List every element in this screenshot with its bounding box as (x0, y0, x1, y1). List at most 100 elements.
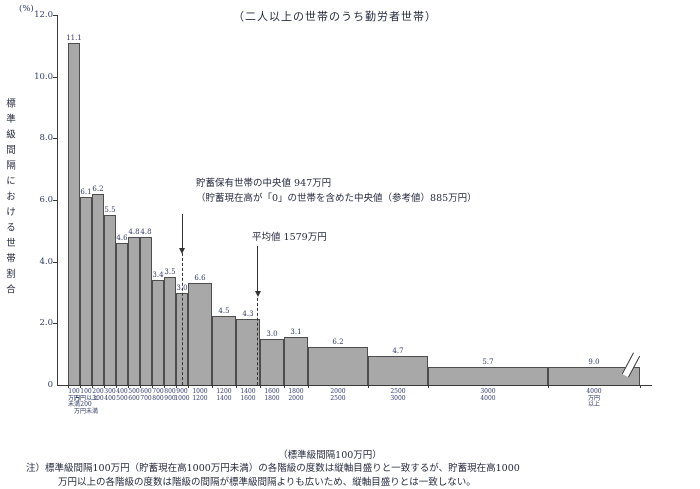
x-tick-label: 1400 1600 (240, 388, 256, 402)
x-tick-label: 2500 3000 (390, 388, 406, 402)
x-tick-label: 1800 2000 (288, 388, 304, 402)
x-tick-label: 500 600 (128, 388, 140, 402)
median-arrow-head (179, 248, 186, 254)
bar-15 (308, 346, 368, 385)
bar-value-label: 6.2 (92, 184, 104, 193)
bar-value-label: 4.7 (392, 347, 404, 356)
bar-12 (236, 318, 260, 385)
bar-value-label: 4.8 (128, 228, 140, 236)
x-tick-mark (152, 385, 153, 388)
bar-value-label: 4.6 (116, 234, 128, 243)
x-tick-mark (128, 385, 129, 388)
y-tick-label: 8.0 (39, 133, 53, 144)
bar-3 (104, 215, 116, 385)
bar-value-label: 3.4 (152, 271, 164, 280)
chart-title: （二人以上の世帯のうち勤労者世帯） (233, 10, 437, 23)
y-tick-label: 0 (47, 380, 53, 390)
bar-value-label: 6.6 (194, 274, 206, 283)
bar-0 (68, 42, 80, 385)
x-tick-mark (92, 385, 93, 388)
y-axis-unit-label: (%) (19, 4, 34, 14)
mean-annotation: 平均値 1579万円 (252, 232, 327, 243)
bar-2 (92, 193, 104, 385)
y-tick-mark (53, 261, 57, 263)
x-tick-mark (368, 385, 369, 388)
bar-value-label: 6.1 (80, 187, 92, 196)
x-tick-mark (284, 385, 285, 388)
x-tick-mark (308, 385, 309, 388)
x-tick-mark (80, 385, 81, 388)
x-tick-label: 800 900 (164, 388, 176, 402)
x-tick-label: 1600 1800 (264, 388, 280, 402)
bar-18 (548, 366, 640, 385)
x-tick-label: 100 万円 未満 (67, 388, 81, 408)
y-tick-label: 6.0 (39, 195, 53, 205)
y-axis-line (57, 15, 58, 386)
x-tick-label: 100 万円以上 200 万円未満 (73, 388, 99, 415)
y-tick-mark (53, 76, 57, 78)
x-axis-line (57, 385, 652, 386)
x-tick-label: 900 1000 (174, 388, 190, 402)
bar-value-label: 4.5 (218, 306, 230, 315)
x-tick-label: 4000 万円 以上 (586, 388, 602, 408)
x-tick-mark (176, 385, 177, 388)
bar-5 (128, 237, 140, 385)
y-tick-label: 10.0 (34, 71, 53, 82)
bar-value-label: 4.8 (140, 228, 152, 236)
bar-11 (212, 315, 236, 385)
bar-value-label: 3.5 (164, 268, 176, 277)
bar-13 (260, 338, 284, 385)
x-axis-label: （標準級間隔100万円） (278, 450, 382, 461)
x-tick-mark (260, 385, 261, 388)
bar-value-label: 6.2 (332, 337, 344, 346)
bar-1 (80, 196, 92, 385)
median-reference-annotation: （貯蓄現在高が「0」の世帯を含めた中央値（参考値）885万円） (196, 193, 477, 204)
mean-arrow-head (254, 291, 261, 297)
x-tick-mark (164, 385, 165, 388)
x-tick-mark (104, 385, 105, 388)
bar-7 (152, 280, 164, 385)
x-tick-label: 1000 1200 (192, 388, 208, 402)
y-tick-label: 4.0 (39, 256, 53, 267)
median-line (181, 253, 183, 385)
x-tick-mark (188, 385, 189, 388)
bar-6 (140, 237, 152, 385)
bar-14 (284, 337, 308, 385)
y-tick-mark (53, 15, 57, 16)
bar-value-label: 4.3 (242, 309, 254, 318)
x-tick-mark (640, 385, 641, 388)
y-axis-label: 標準級間隔における世帯割合 (4, 98, 15, 300)
x-tick-mark (428, 385, 429, 388)
median-arrow-line (181, 214, 183, 248)
y-tick-mark (53, 200, 57, 201)
x-tick-mark (236, 385, 237, 388)
footnote-line-1: 注）標準級間隔100万円（貯蓄現在高1000万円未満）の各階級の度数は縦軸目盛り… (26, 463, 520, 474)
x-tick-label: 200 300 (92, 388, 104, 402)
x-tick-label: 700 800 (152, 388, 164, 402)
bar-16 (368, 356, 428, 385)
x-tick-mark (140, 385, 141, 388)
mean-arrow-line (257, 246, 259, 291)
bar-10 (188, 283, 212, 385)
x-tick-mark (68, 385, 69, 388)
x-tick-mark (548, 385, 549, 388)
y-tick-mark (53, 323, 57, 325)
bar-4 (116, 243, 128, 385)
bar-17 (428, 367, 548, 385)
bar-value-label: 5.7 (482, 358, 494, 367)
x-tick-label: 3000 4000 (480, 388, 496, 402)
bar-value-label: 3.1 (290, 328, 302, 337)
x-tick-mark (212, 385, 213, 388)
bar-value-label: 9.0 (588, 357, 600, 366)
bar-value-label: 5.5 (104, 206, 116, 215)
footnote-line-2: 万円以上の各階級の度数は階級の間隔が標準級間隔よりも広いため、縦軸目盛りとは一致… (58, 477, 476, 488)
x-tick-label: 1200 1400 (216, 388, 232, 402)
bar-8 (164, 277, 176, 385)
median-annotation: 貯蓄保有世帯の中央値 947万円 (196, 178, 332, 189)
y-tick-label: 12.0 (34, 10, 53, 20)
mean-line (257, 298, 259, 385)
bar-value-label: 3.0 (266, 329, 278, 338)
y-tick-label: 2.0 (39, 318, 53, 329)
